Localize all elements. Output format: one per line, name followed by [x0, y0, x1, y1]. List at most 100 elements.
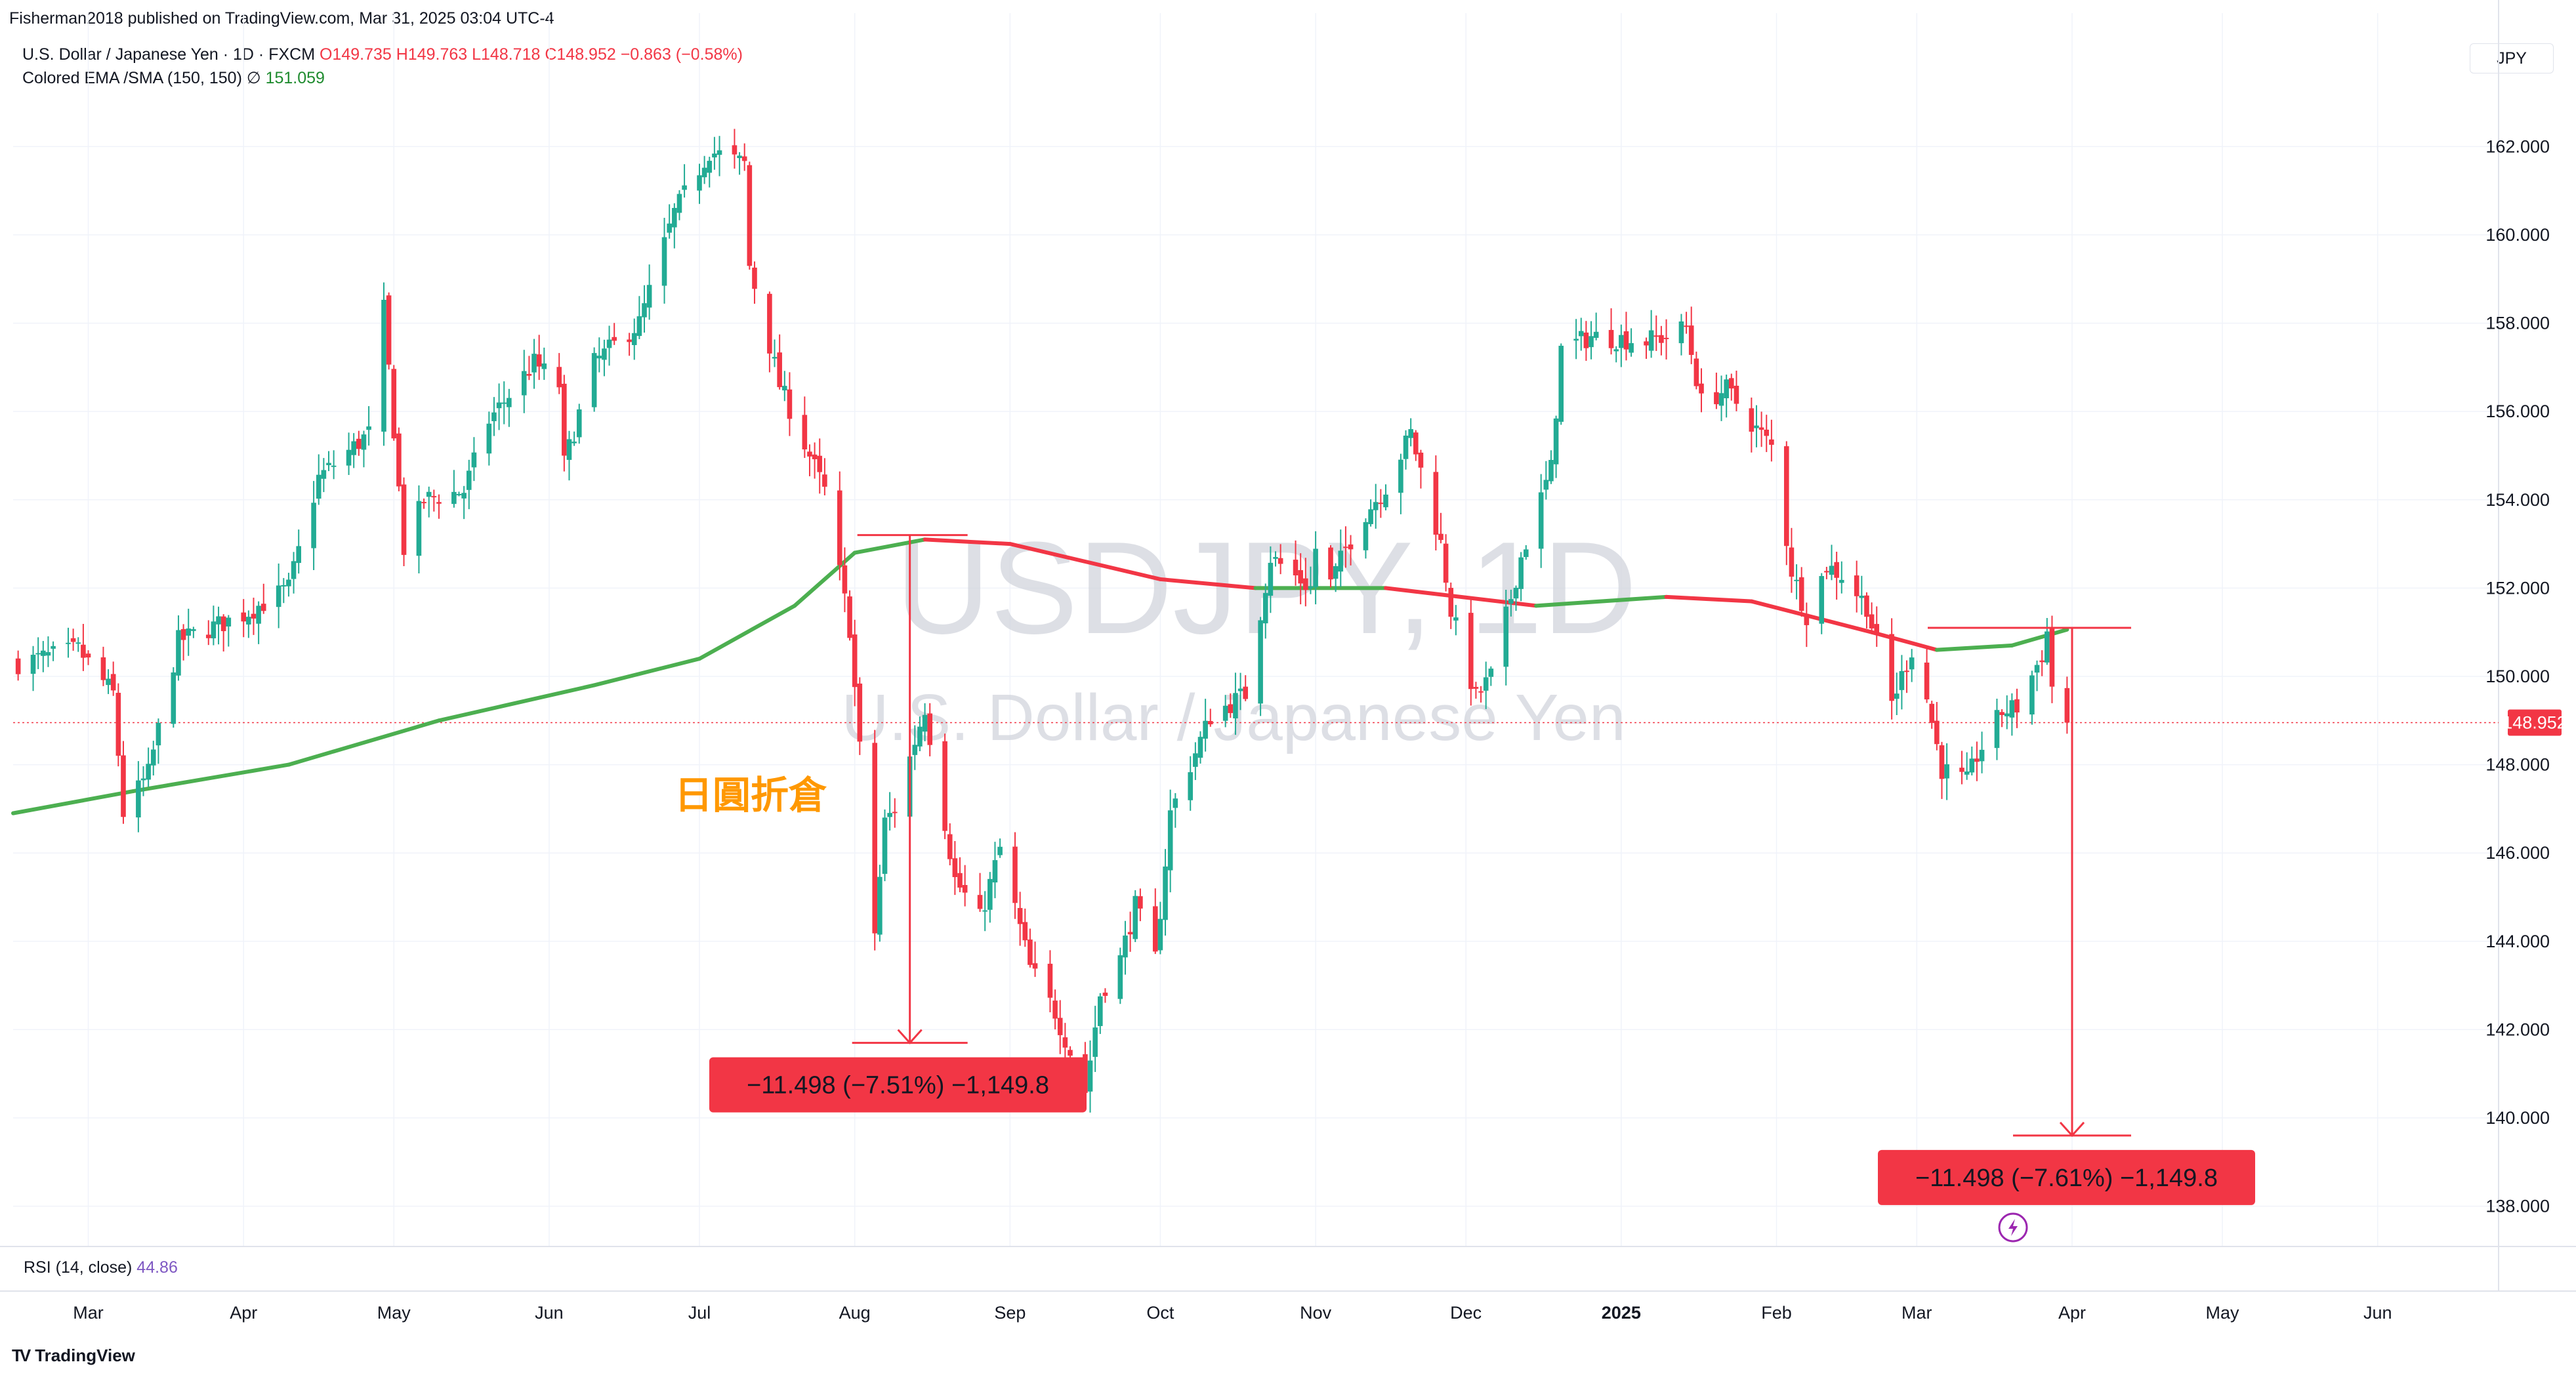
candle — [1653, 315, 1659, 351]
candle-body — [526, 374, 532, 376]
candle — [1308, 566, 1314, 594]
candle — [1102, 988, 1108, 1003]
ma-segment — [1158, 577, 1258, 590]
candle-body — [646, 285, 652, 308]
candle-body — [642, 303, 647, 318]
ma-segment — [1008, 542, 1163, 581]
candle-body — [1373, 502, 1379, 510]
candle-body — [1203, 720, 1208, 739]
candle — [35, 637, 41, 669]
ma-segment — [1534, 594, 1669, 608]
candle — [1032, 941, 1038, 978]
candle-body — [1558, 346, 1564, 422]
candle-body — [486, 423, 492, 454]
candle-body — [1478, 691, 1484, 693]
candle — [1203, 699, 1208, 752]
candle-body — [45, 652, 51, 656]
candle — [75, 637, 81, 652]
candle — [667, 204, 672, 239]
candle — [732, 129, 737, 169]
candle — [852, 619, 858, 707]
candle-body — [150, 749, 156, 766]
ma-segment — [436, 683, 596, 723]
watermark: USDJPY, 1D U.S. Dollar / Japanese Yen — [841, 515, 1637, 754]
candle-body — [1233, 693, 1238, 718]
candle-body — [947, 834, 953, 859]
indicator-name[interactable]: Colored EMA /SMA (150, 150) — [22, 69, 242, 87]
candle — [917, 716, 923, 752]
candle — [712, 136, 717, 170]
candle-body — [220, 616, 226, 632]
candle — [1789, 527, 1795, 593]
ohlc-values: O149.735 H149.763 L148.718 C148.952 −0.8… — [319, 45, 743, 64]
candle-body — [1298, 570, 1303, 584]
candle-body — [361, 434, 367, 450]
candle — [346, 432, 352, 475]
candle — [1699, 368, 1704, 413]
candle — [501, 381, 507, 424]
candle — [1558, 343, 1564, 425]
candle — [1298, 553, 1303, 605]
candle-body — [85, 653, 91, 658]
candle-body — [381, 299, 386, 432]
candle-body — [1573, 339, 1579, 341]
price-tick-label: 150.000 — [2485, 667, 2550, 686]
measure-label-box — [709, 1057, 1087, 1113]
candle — [456, 491, 462, 497]
candle-body — [75, 642, 81, 644]
candle-body — [737, 155, 742, 158]
candle-body — [1794, 579, 1799, 581]
candle — [942, 733, 947, 840]
candle — [1729, 373, 1734, 401]
candle-body — [466, 470, 472, 490]
candle-body — [1228, 704, 1234, 713]
candle-body — [701, 167, 707, 178]
symbol-legend: U.S. Dollar / Japanese Yen · 1D · FXCM O… — [22, 45, 743, 64]
candle — [682, 164, 687, 198]
candle — [85, 650, 91, 665]
candle — [1854, 560, 1859, 613]
currency-button[interactable]: JPY — [2470, 43, 2554, 73]
candle-body — [1092, 1027, 1098, 1057]
candle — [882, 809, 888, 882]
candle — [1758, 411, 1764, 447]
candle — [205, 620, 211, 646]
candle-body — [1999, 712, 2005, 715]
candle — [872, 730, 878, 951]
candle — [331, 450, 337, 480]
indicator-hidden-icon[interactable]: ∅ — [246, 69, 261, 87]
candle — [612, 323, 617, 345]
candle — [1899, 655, 1905, 710]
candle-body — [1293, 560, 1298, 576]
candle — [1157, 901, 1163, 955]
candle-body — [1889, 634, 1894, 701]
candle — [1503, 589, 1509, 686]
candle-body — [241, 612, 247, 622]
ma-segment — [697, 604, 797, 661]
candle-body — [291, 561, 297, 579]
candle — [1964, 752, 1970, 780]
measure-tool-1: −11.498 (−7.51%) −1,149.8 — [709, 534, 1087, 1113]
tradingview-logo[interactable]: TV TradingView — [12, 1346, 135, 1366]
candle-body — [1678, 321, 1684, 344]
candle — [115, 683, 121, 767]
candle — [66, 627, 71, 658]
candle — [1663, 319, 1669, 360]
candle — [291, 552, 297, 594]
candle-body — [1328, 547, 1333, 580]
candle-body — [1268, 562, 1274, 596]
candle-body — [1017, 908, 1023, 924]
candle-body — [1899, 670, 1905, 690]
candle — [556, 353, 562, 394]
ma-segment — [1869, 630, 1939, 652]
candle-body — [186, 628, 192, 636]
candle-body — [286, 579, 291, 587]
candle — [566, 430, 572, 481]
candle — [1047, 950, 1053, 1013]
candle — [1798, 567, 1804, 617]
candle-body — [667, 223, 672, 233]
candle — [1398, 453, 1403, 514]
candle — [1293, 540, 1298, 586]
rsi-name[interactable]: RSI (14, close) — [24, 1258, 133, 1277]
